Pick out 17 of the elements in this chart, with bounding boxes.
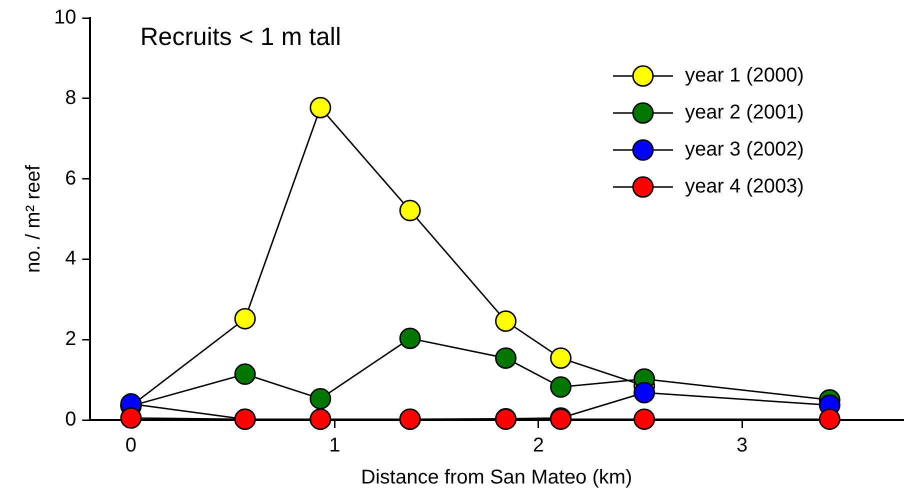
y-tick-label: 6 (65, 167, 76, 190)
y-tick-label: 8 (65, 86, 76, 109)
x-tick-label: 1 (329, 434, 340, 457)
y-tick-label: 0 (65, 408, 76, 431)
x-axis-title: Distance from San Mateo (km) (361, 466, 632, 489)
x-tick-label: 0 (125, 434, 137, 457)
x-tick-label: 2 (532, 434, 544, 457)
legend-label: year 1 (2000) (685, 64, 804, 87)
y-tick-label: 4 (65, 248, 76, 270)
legend-label: year 2 (2001) (685, 102, 804, 124)
legend-label: year 3 (2002) (685, 138, 804, 161)
y-tick-label: 10 (54, 6, 76, 29)
x-tick-label: 3 (736, 434, 748, 457)
legend-label: year 4 (2003) (685, 176, 804, 198)
y-tick-label: 2 (65, 328, 76, 350)
chart-title: Recruits < 1 m tall (140, 22, 342, 51)
y-axis-title: no. / m² reef (22, 164, 45, 273)
